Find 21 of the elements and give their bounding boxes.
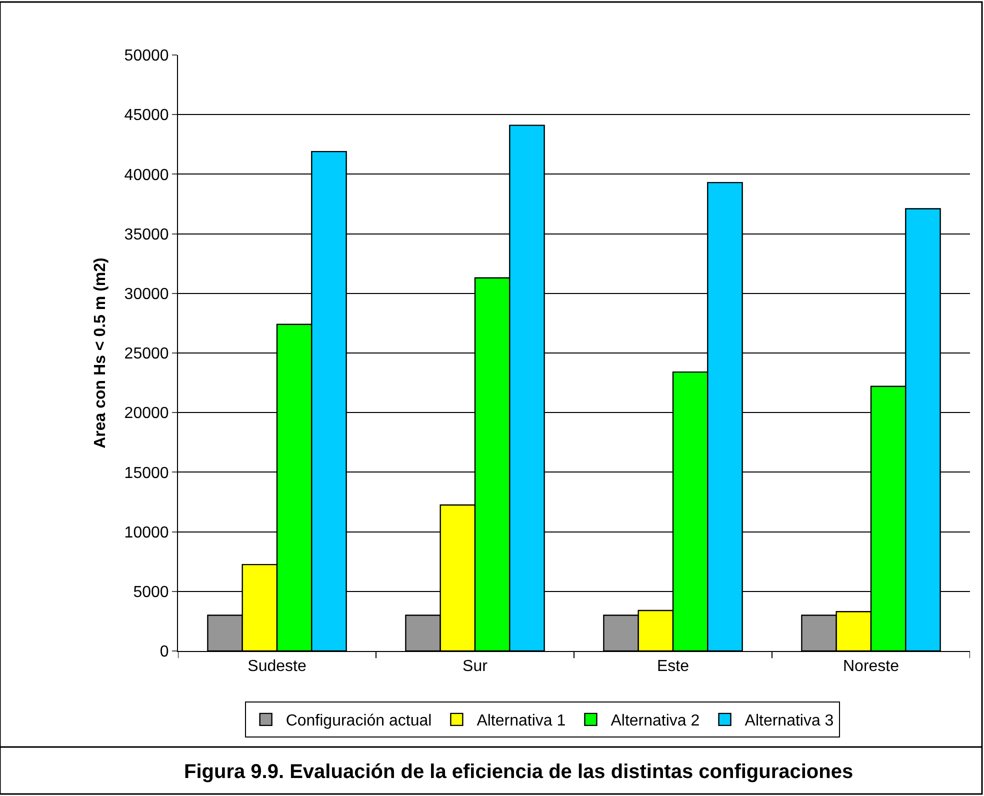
- y-tick-label: 10000: [124, 524, 169, 542]
- y-tick-label: 50000: [124, 48, 169, 65]
- y-tick-label: 40000: [124, 166, 169, 184]
- y-tick-label: 15000: [124, 464, 169, 482]
- y-tick-label: 20000: [124, 405, 169, 422]
- x-tick-label: Sur: [462, 658, 488, 676]
- text: Figura 9.9. Evaluación de la eficiencia de las distintas configuraciones: [184, 761, 854, 783]
- y-tick-label: 30000: [124, 286, 169, 303]
- y-tick-label: 25000: [124, 346, 169, 363]
- y-tick-label: 0: [160, 644, 169, 661]
- x-tick-label: Este: [656, 658, 690, 676]
- legend-label: Alternativa 1: [476, 712, 566, 730]
- x-tick-label: Sudeste: [248, 658, 306, 676]
- y-tick-label: 35000: [124, 226, 169, 244]
- legend-label: Configuración actual: [286, 712, 432, 730]
- legend-label: Alternativa 2: [610, 712, 700, 730]
- x-tick-label: Noreste: [842, 658, 900, 676]
- y-axis-title: Area con Hs < 0.5 m (m2): [92, 258, 110, 448]
- legend-label: Alternativa 3: [744, 712, 834, 730]
- y-tick-label: 5000: [133, 584, 169, 601]
- y-tick-label: 45000: [124, 107, 169, 124]
